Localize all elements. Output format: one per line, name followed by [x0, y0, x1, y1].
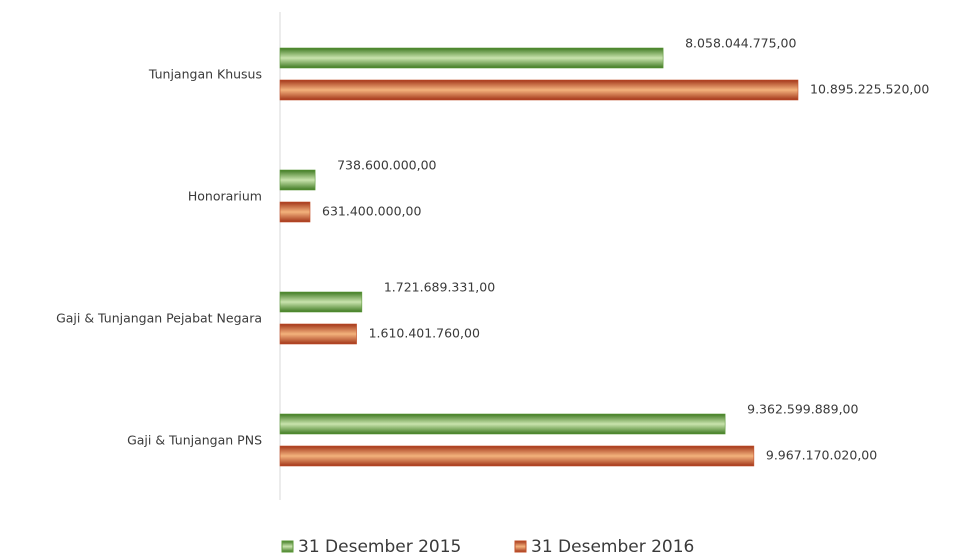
data-label: 9.967.170.020,00 [766, 448, 877, 463]
data-label: 1.610.401.760,00 [369, 326, 480, 341]
data-label: 9.362.599.889,00 [747, 402, 858, 417]
data-label: 1.721.689.331,00 [384, 280, 495, 295]
bar [279, 201, 311, 223]
data-label: 738.600.000,00 [337, 158, 436, 173]
legend-label: 31 Desember 2016 [531, 537, 694, 556]
data-label: 10.895.225.520,00 [810, 82, 929, 97]
bar [279, 445, 755, 467]
legend-swatch [281, 540, 294, 553]
y-tick-label: Tunjangan Khusus [148, 67, 262, 82]
bar [279, 169, 316, 191]
bar [279, 323, 357, 345]
y-tick-label: Gaji & Tunjangan PNS [127, 433, 262, 448]
legend-swatch [514, 540, 527, 553]
legend-label: 31 Desember 2015 [298, 537, 461, 556]
y-tick-label: Honorarium [188, 189, 262, 204]
bar [279, 47, 664, 69]
bar [279, 291, 363, 313]
data-label: 631.400.000,00 [322, 204, 421, 219]
data-label: 8.058.044.775,00 [685, 36, 796, 51]
bar [279, 413, 726, 435]
bar [279, 79, 799, 101]
y-tick-label: Gaji & Tunjangan Pejabat Negara [56, 311, 262, 326]
